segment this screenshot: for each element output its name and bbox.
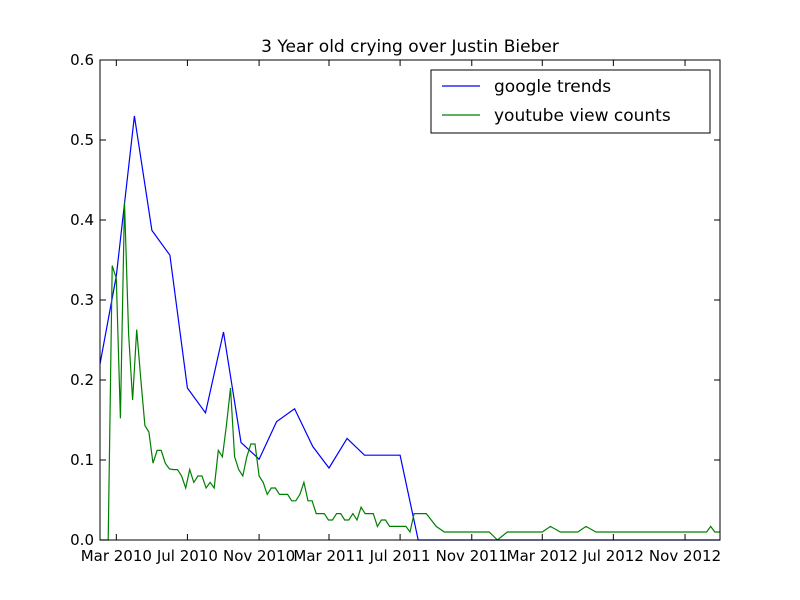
x-tick-label: Nov 2010 [223,547,295,565]
y-tick-label: 0.6 [70,51,94,69]
plot-area [100,60,720,540]
y-tick-label: 0.1 [70,451,94,469]
legend: google trends youtube view counts [430,69,711,134]
legend-label-2: youtube view counts [494,106,671,126]
y-tick-label: 0.5 [70,131,94,149]
y-tick-label: 0.4 [70,211,94,229]
y-tick-label: 0.3 [70,291,94,309]
x-tick-label: Jul 2011 [369,547,431,565]
x-tick-label: Jul 2012 [582,547,644,565]
chart-title: 3 Year old crying over Justin Bieber [261,37,559,57]
legend-label-1: google trends [494,77,611,97]
y-tick-label: 0.2 [70,371,94,389]
x-tick-label: Mar 2010 [81,547,152,565]
x-tick-label: Jul 2010 [156,547,218,565]
x-tick-label: Nov 2012 [649,547,721,565]
x-tick-label: Mar 2011 [293,547,364,565]
y-tick-label: 0.0 [70,531,94,549]
series-line-2 [100,202,720,541]
x-tick-label: Mar 2012 [507,547,578,565]
legend-box [430,69,711,134]
x-tick-label: Nov 2011 [436,547,508,565]
